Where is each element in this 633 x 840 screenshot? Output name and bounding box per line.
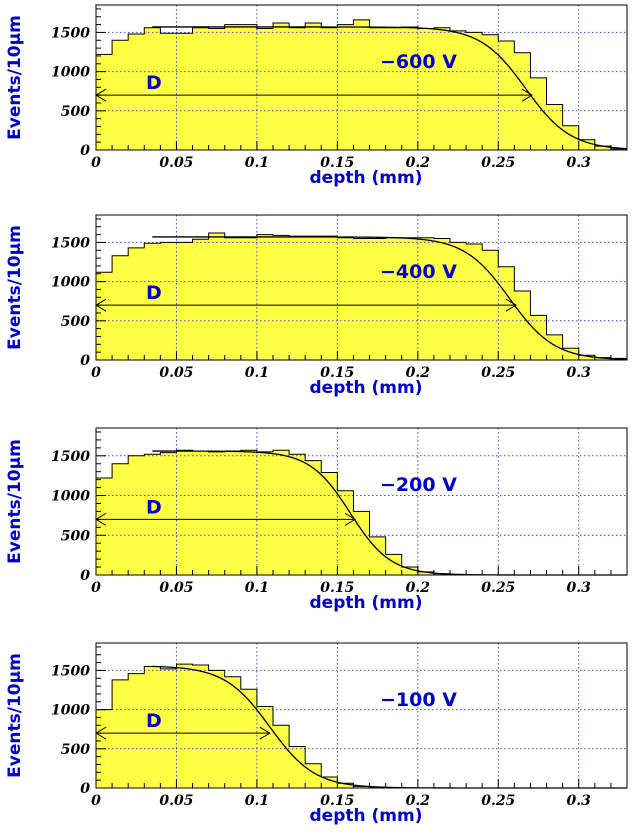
x-axis-title: depth (mm): [310, 168, 423, 188]
histogram-fill: [96, 233, 627, 360]
x-tick-label: 0: [91, 793, 101, 809]
plot-frame: [95, 214, 628, 361]
fit-curve: [152, 236, 628, 360]
x-tick-label: 0.2: [406, 365, 431, 381]
y-tick-label: 1000: [51, 275, 90, 291]
d-label: D: [146, 710, 162, 732]
d-label: D: [146, 72, 162, 94]
d-arrow-head-right: [505, 298, 517, 312]
y-axis-title: Events/10μm: [5, 225, 25, 350]
d-arrow-head-right: [259, 726, 271, 740]
histogram-fill: [96, 19, 627, 150]
d-arrow-head-right: [521, 88, 534, 102]
y-tick-label: 0: [80, 353, 90, 369]
panel-2: D −400 V 0 0.05 0.1 0.15 0.2 0.25 0.3 0 500 1000 150…: [5, 214, 628, 398]
panel-1: D −600 V 0 0.05 0.1 0.15 0.2 0.25 0.3 0 500 1000 150…: [5, 4, 628, 188]
x-tick-label: 0: [91, 155, 101, 171]
x-tick-label: 0.15: [320, 793, 354, 809]
voltage-label: −100 V: [380, 689, 457, 711]
x-tick-label: 0.15: [320, 365, 354, 381]
voltage-label: −400 V: [380, 261, 457, 283]
y-tick-label: 1000: [51, 703, 90, 719]
x-tick-label: 0.15: [320, 580, 354, 596]
x-axis-title: depth (mm): [310, 593, 423, 613]
x-tick-label: 0.3: [567, 793, 592, 809]
d-label: D: [146, 282, 162, 304]
x-tick-label: 0.3: [567, 155, 592, 171]
y-tick-label: 1500: [51, 235, 90, 251]
x-tick-label: 0: [91, 580, 101, 596]
plot-frame: [95, 642, 628, 789]
y-tick-label: 500: [61, 104, 90, 120]
histogram-outline: [95, 232, 628, 360]
y-axis-title: Events/10μm: [5, 15, 25, 140]
y-tick-label: 1000: [51, 65, 90, 81]
y-tick-label: 1500: [51, 449, 90, 465]
y-tick-label: 0: [80, 781, 90, 797]
y-tick-label: 0: [80, 143, 90, 159]
x-tick-label: 0.05: [159, 580, 193, 596]
x-tick-label: 0.2: [406, 580, 431, 596]
x-axis-title: depth (mm): [310, 378, 423, 398]
voltage-label: −200 V: [380, 474, 457, 496]
x-tick-label: 0.05: [159, 793, 193, 809]
plot-frame: [95, 427, 628, 576]
histogram-fill: [96, 450, 467, 575]
histogram-fill: [96, 664, 386, 788]
y-axis-title: Events/10μm: [5, 653, 25, 778]
y-tick-label: 500: [61, 314, 90, 330]
histogram-outline: [95, 19, 628, 150]
x-tick-label: 0.25: [481, 793, 515, 809]
panel-3: D −200 V 0 0.05 0.1 0.15 0.2 0.25 0.3 0 500 1000 150…: [5, 427, 628, 613]
x-tick-label: 0.3: [567, 365, 592, 381]
x-tick-label: 0.1: [245, 580, 269, 596]
x-tick-label: 0.1: [245, 793, 269, 809]
y-tick-label: 0: [80, 568, 90, 584]
panel-4: D −100 V 0 0.05 0.1 0.15 0.2 0.25 0.3 0 500 1000 150…: [5, 642, 628, 826]
y-tick-label: 1500: [51, 25, 90, 41]
x-tick-label: 0.2: [406, 793, 431, 809]
plot-frame: [95, 4, 628, 151]
y-tick-label: 500: [61, 528, 90, 544]
y-tick-label: 500: [61, 742, 90, 758]
y-axis-title: Events/10μm: [5, 439, 25, 564]
x-tick-label: 0.25: [481, 155, 515, 171]
x-tick-label: 0.15: [320, 155, 354, 171]
d-label: D: [146, 496, 162, 518]
x-tick-label: 0.25: [481, 365, 515, 381]
fit-curve: [152, 26, 628, 150]
x-tick-label: 0.1: [245, 155, 269, 171]
y-tick-label: 1000: [51, 489, 90, 505]
d-arrow-head-right: [344, 512, 357, 526]
y-tick-label: 1500: [51, 663, 90, 679]
x-tick-label: 0.1: [245, 365, 269, 381]
x-tick-label: 0.25: [481, 580, 515, 596]
x-tick-label: 0.05: [159, 155, 193, 171]
voltage-label: −600 V: [380, 51, 457, 73]
x-tick-label: 0.05: [159, 365, 193, 381]
x-tick-label: 0.3: [567, 580, 592, 596]
x-axis-title: depth (mm): [310, 806, 423, 826]
x-tick-label: 0: [91, 365, 101, 381]
x-tick-label: 0.2: [406, 155, 431, 171]
